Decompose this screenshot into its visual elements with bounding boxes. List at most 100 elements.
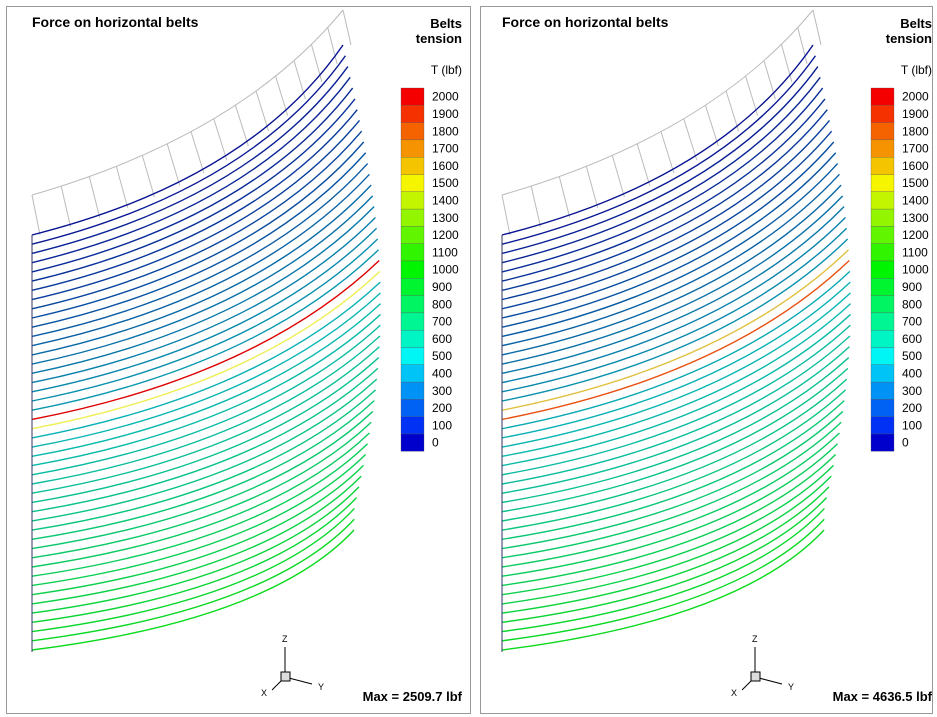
belt <box>31 281 381 439</box>
belt <box>501 44 814 236</box>
colorbar-label: 300 <box>432 384 452 398</box>
rib <box>704 105 719 147</box>
colorbar-label: 1600 <box>902 159 929 173</box>
colorbar-label: 900 <box>432 280 452 294</box>
rib <box>342 9 352 46</box>
triad-box <box>280 671 291 682</box>
belt <box>31 76 351 264</box>
colorbar-swatch <box>400 191 425 210</box>
belt <box>31 163 369 338</box>
colorbar-swatch <box>870 87 895 106</box>
belt <box>501 486 830 614</box>
belt <box>31 152 367 328</box>
belt <box>31 443 369 577</box>
colorbar-label: 1500 <box>902 176 929 190</box>
colorbar-label: 1200 <box>432 228 459 242</box>
rib <box>255 90 270 132</box>
legend-title: tension <box>416 31 462 46</box>
belt <box>501 130 833 310</box>
belt <box>31 119 361 301</box>
colorbar-label: 200 <box>432 401 452 415</box>
colorbar-label: 2000 <box>432 90 459 104</box>
belt <box>501 432 840 568</box>
colorbar-label: 1800 <box>902 124 929 138</box>
belt <box>31 454 367 587</box>
colorbar-swatch <box>400 330 425 348</box>
belt <box>31 141 365 319</box>
rib <box>585 166 599 208</box>
belt <box>501 109 828 292</box>
colorbar-label: 1800 <box>432 124 459 138</box>
colorbar-swatch <box>870 260 895 279</box>
colorbar-swatch <box>870 312 895 331</box>
belt <box>31 109 358 292</box>
belt <box>31 497 358 624</box>
belt <box>501 313 852 467</box>
colorbar-label: 800 <box>902 297 922 311</box>
legend-unit: T (lbf) <box>901 63 932 77</box>
rib <box>530 185 541 227</box>
axis-triad <box>271 647 313 691</box>
colorbar-swatch <box>400 399 425 417</box>
colorbar-swatch <box>870 105 895 123</box>
rib <box>141 155 155 198</box>
belt <box>31 206 375 375</box>
belt <box>31 303 382 458</box>
axis-label: Z <box>752 634 758 644</box>
legend-title: tension <box>886 31 932 46</box>
colorbar-label: 1000 <box>902 263 929 277</box>
belt <box>31 66 349 255</box>
colorbar-swatch <box>870 347 895 365</box>
belt <box>501 260 850 421</box>
belt <box>31 357 380 504</box>
belt <box>501 216 846 384</box>
belt <box>31 475 362 605</box>
belt <box>31 464 364 596</box>
belt <box>31 184 372 356</box>
belt <box>501 184 842 356</box>
legend-unit: T (lbf) <box>431 63 462 77</box>
rib <box>611 155 625 198</box>
axis-label: X <box>731 688 737 698</box>
belt <box>501 324 851 476</box>
colorbar-swatch <box>870 208 895 227</box>
rib <box>725 90 740 132</box>
colorbar-label: 0 <box>902 436 909 450</box>
max-label: Max = 4636.5 lbf <box>833 689 933 704</box>
rib <box>115 166 129 208</box>
colorbar-swatch <box>400 226 425 244</box>
colorbar-swatch <box>870 122 895 141</box>
rib <box>31 194 41 236</box>
colorbar-label: 100 <box>902 418 922 432</box>
belt <box>31 130 363 310</box>
colorbar-label: 1500 <box>432 176 459 190</box>
rib <box>275 75 289 116</box>
colorbar-label: 1600 <box>432 159 459 173</box>
belt <box>31 227 378 393</box>
belt <box>31 324 381 476</box>
rib <box>234 105 249 147</box>
colorbar-swatch <box>870 157 895 175</box>
belt <box>31 55 347 245</box>
belt <box>501 87 824 273</box>
belts <box>31 44 382 651</box>
belt <box>31 432 370 568</box>
belt <box>31 44 344 236</box>
belt <box>31 389 377 531</box>
legend-title: Belts <box>430 16 462 31</box>
axis-label: Z <box>282 634 288 644</box>
colorbar-swatch <box>870 433 895 452</box>
belt <box>501 378 848 522</box>
belt <box>501 454 837 587</box>
panel-title: Force on horizontal belts <box>32 14 199 30</box>
belt <box>31 400 375 541</box>
triad-box <box>750 671 761 682</box>
belt <box>31 216 376 384</box>
rib <box>636 143 651 186</box>
axis-label: X <box>261 688 267 698</box>
colorbar-label: 1900 <box>432 107 459 121</box>
colorbar-label: 500 <box>432 349 452 363</box>
colorbar-swatch <box>400 157 425 175</box>
